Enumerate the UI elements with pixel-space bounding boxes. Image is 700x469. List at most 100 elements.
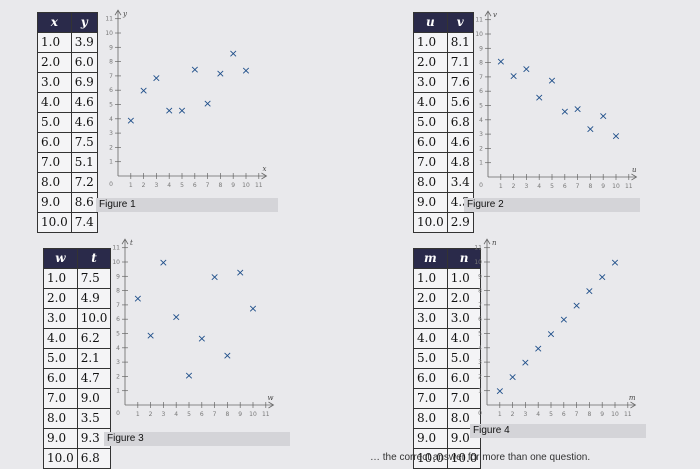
table-cell: 7.5 xyxy=(70,132,98,153)
data-point-marker: × xyxy=(599,110,608,123)
data-point-marker: × xyxy=(126,114,135,127)
figure-caption-fig4: Figure 4 xyxy=(473,425,510,436)
table-cell: 2.9 xyxy=(446,212,474,233)
x-tick-label: 2 xyxy=(511,411,515,418)
data-point-marker: × xyxy=(509,69,518,82)
x-tick-label: 10 xyxy=(242,182,250,189)
origin-label: 0 xyxy=(478,410,482,417)
y-tick-label: 1 xyxy=(479,160,483,167)
y-tick-label: 1 xyxy=(116,388,120,395)
data-point-marker: × xyxy=(139,84,148,97)
table-cell: 9.0 xyxy=(413,428,448,449)
column-header: v xyxy=(446,12,474,33)
y-axis-arrow xyxy=(483,238,491,245)
table-cell: 8.0 xyxy=(37,172,72,193)
table-row: 5.0 5.0 xyxy=(413,348,482,369)
table-row: 2.0 6.0 xyxy=(37,52,98,73)
table-cell: 2.1 xyxy=(76,348,112,369)
y-tick-label: 6 xyxy=(478,316,482,323)
x-tick-label: 8 xyxy=(588,183,592,190)
y-tick-label: 10 xyxy=(475,31,483,38)
y-tick-label: 9 xyxy=(116,273,120,280)
x-axis-arrow xyxy=(631,173,638,181)
data-point-marker: × xyxy=(177,104,186,117)
x-tick-label: 8 xyxy=(218,182,222,189)
y-tick-label: 11 xyxy=(105,16,113,23)
table-row: 10.0 7.4 xyxy=(37,212,98,233)
data-point-marker: × xyxy=(598,270,607,283)
y-tick-label: 2 xyxy=(116,373,120,380)
table-cell: 4.0 xyxy=(413,328,448,349)
data-point-marker: × xyxy=(133,292,142,305)
column-header: u xyxy=(413,12,448,33)
data-point-marker: × xyxy=(611,130,620,143)
y-tick-label: 10 xyxy=(474,259,482,266)
table-row: 6.0 6.0 xyxy=(413,368,482,389)
data-point-marker: × xyxy=(210,270,219,283)
x-tick-label: 7 xyxy=(576,183,580,190)
x-tick-label: 10 xyxy=(611,411,619,418)
table-cell: 2.0 xyxy=(43,288,78,309)
y-tick-label: 3 xyxy=(116,359,120,366)
y-tick-label: 8 xyxy=(116,288,120,295)
table-cell: 6.0 xyxy=(446,368,482,389)
table-row: 4.0 6.2 xyxy=(43,328,112,349)
table-row: 1.0 7.5 xyxy=(43,268,112,289)
table-cell: 1.0 xyxy=(413,32,448,53)
y-tick-label: 9 xyxy=(479,45,483,52)
table-cell: 4.6 xyxy=(446,132,474,153)
table-row: 5.0 2.1 xyxy=(43,348,112,369)
table-row: 10.0 2.9 xyxy=(413,212,474,233)
origin-label: 0 xyxy=(109,181,113,188)
y-axis-label: v xyxy=(493,11,497,19)
table-cell: 6.0 xyxy=(43,368,78,389)
footer-instruction-text: … the correct answer for more than one q… xyxy=(370,452,591,463)
y-tick-label: 1 xyxy=(109,159,113,166)
table-cell: 8.0 xyxy=(413,408,448,429)
y-tick-label: 11 xyxy=(475,17,483,24)
x-tick-label: 3 xyxy=(524,183,528,190)
y-tick-label: 11 xyxy=(112,245,120,252)
table-cell: 8.0 xyxy=(446,408,482,429)
table-cell: 8.6 xyxy=(70,192,98,213)
x-tick-label: 10 xyxy=(612,183,620,190)
x-tick-label: 11 xyxy=(255,182,263,189)
table-row: 9.0 8.6 xyxy=(37,192,98,213)
x-tick-label: 9 xyxy=(601,183,605,190)
data-point-marker: × xyxy=(496,55,505,68)
table-cell: 6.0 xyxy=(413,132,448,153)
table-cell: 7.0 xyxy=(413,388,448,409)
table-cell: 2.0 xyxy=(37,52,72,73)
table-cell: 3.4 xyxy=(446,172,474,193)
caption-bar-fig3: Figure 3 xyxy=(104,432,290,446)
data-point-marker: × xyxy=(535,91,544,104)
table-row: 7.0 4.8 xyxy=(413,152,474,173)
x-tick-label: 3 xyxy=(523,411,527,418)
data-point-marker: × xyxy=(586,122,595,135)
table-cell: 7.1 xyxy=(446,52,474,73)
y-tick-label: 2 xyxy=(109,144,113,151)
table-cell: 7.5 xyxy=(76,268,112,289)
x-tick-label: 4 xyxy=(167,182,171,189)
y-tick-label: 7 xyxy=(478,302,482,309)
x-tick-label: 4 xyxy=(174,411,178,418)
y-tick-label: 9 xyxy=(109,44,113,51)
data-point-marker: × xyxy=(236,266,245,279)
column-header: m xyxy=(413,248,448,269)
x-tick-label: 5 xyxy=(549,411,553,418)
caption-bar-fig1: Figure 1 xyxy=(96,198,278,212)
origin-label: 0 xyxy=(479,182,483,189)
y-tick-label: 4 xyxy=(479,117,483,124)
y-tick-label: 3 xyxy=(479,131,483,138)
data-point-marker: × xyxy=(165,104,174,117)
data-point-marker: × xyxy=(241,64,250,77)
figure-caption-fig2: Figure 2 xyxy=(467,199,504,210)
table-cell: 7.0 xyxy=(43,388,78,409)
x-tick-label: 7 xyxy=(206,182,210,189)
table-row: 1.0 8.1 xyxy=(413,32,474,53)
table-row: 2.0 4.9 xyxy=(43,288,112,309)
x-tick-label: 5 xyxy=(187,411,191,418)
table-row: 6.0 7.5 xyxy=(37,132,98,153)
